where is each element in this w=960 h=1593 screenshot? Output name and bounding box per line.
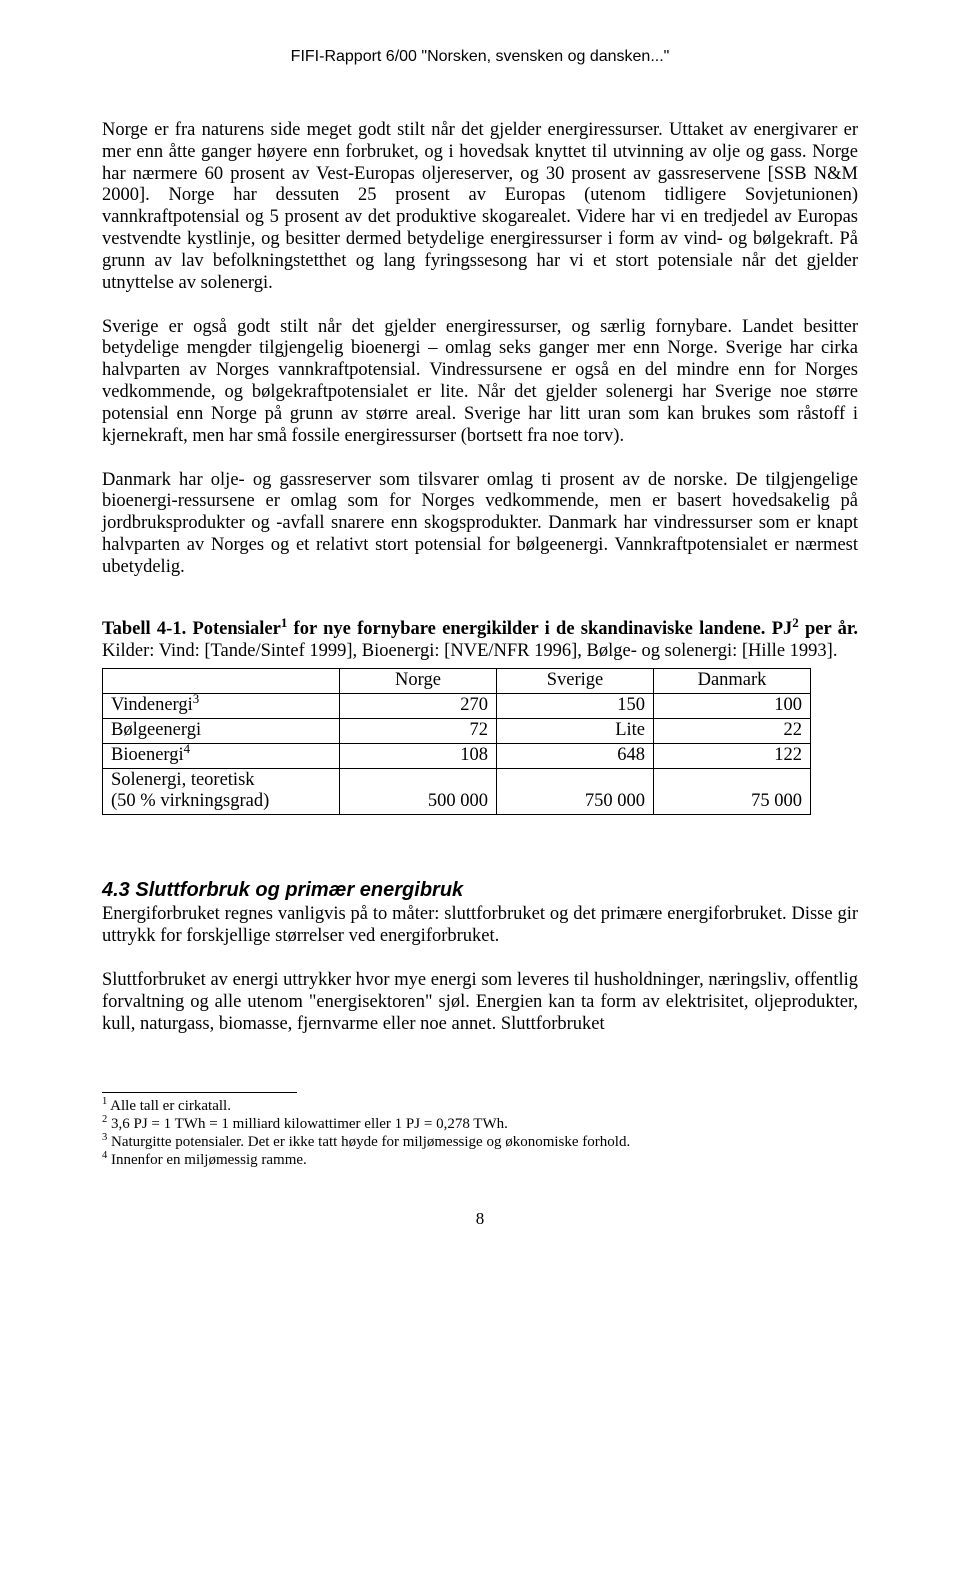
table-cell-label: Vindenergi3 <box>103 694 340 719</box>
footnote: 3 Naturgitte potensialer. Det er ikke ta… <box>102 1133 858 1151</box>
table-cell-label: Solenergi, teoretisk (50 % virkningsgrad… <box>103 769 340 815</box>
table-cell: 122 <box>654 744 811 769</box>
table-cell-label: Bølgeenergi <box>103 719 340 744</box>
table-cell-label: Bioenergi4 <box>103 744 340 769</box>
document-page: FIFI-Rapport 6/00 "Norsken, svensken og … <box>0 0 960 1269</box>
page-number: 8 <box>102 1209 858 1229</box>
table-header-cell: Danmark <box>654 669 811 694</box>
section-heading: 4.3 Sluttforbruk og primær energibruk <box>102 879 858 902</box>
footnote-separator <box>102 1092 297 1093</box>
table-caption: Tabell 4-1. Potensialer1 for nye fornyba… <box>102 619 858 663</box>
page-header: FIFI-Rapport 6/00 "Norsken, svensken og … <box>102 48 858 66</box>
table-cell: 150 <box>497 694 654 719</box>
table-cell: 108 <box>340 744 497 769</box>
table-cell: 648 <box>497 744 654 769</box>
body-paragraph: Energiforbruket regnes vanligvis på to m… <box>102 904 858 948</box>
footnote: 4 Innenfor en miljømessig ramme. <box>102 1151 858 1169</box>
table-row: Vindenergi3 270 150 100 <box>103 694 811 719</box>
caption-bold: Tabell 4-1. Potensialer1 for nye fornyba… <box>102 619 858 639</box>
table-cell: 75 000 <box>654 769 811 815</box>
body-paragraph: Danmark har olje- og gassreserver som ti… <box>102 470 858 579</box>
table-row: Bølgeenergi 72 Lite 22 <box>103 719 811 744</box>
table-cell: 750 000 <box>497 769 654 815</box>
table-header-row: Norge Sverige Danmark <box>103 669 811 694</box>
potentials-table: Norge Sverige Danmark Vindenergi3 270 15… <box>102 668 811 815</box>
table-header-cell: Norge <box>340 669 497 694</box>
table-cell: 500 000 <box>340 769 497 815</box>
body-paragraph: Norge er fra naturens side meget godt st… <box>102 120 858 295</box>
table-row: Solenergi, teoretisk (50 % virkningsgrad… <box>103 769 811 815</box>
table-cell: 100 <box>654 694 811 719</box>
table-row: Bioenergi4 108 648 122 <box>103 744 811 769</box>
table-cell: 22 <box>654 719 811 744</box>
table-header-cell: Sverige <box>497 669 654 694</box>
table-cell: 72 <box>340 719 497 744</box>
table-header-cell <box>103 669 340 694</box>
body-paragraph: Sluttforbruket av energi uttrykker hvor … <box>102 970 858 1035</box>
body-paragraph: Sverige er også godt stilt når det gjeld… <box>102 317 858 448</box>
caption-rest: Kilder: Vind: [Tande/Sintef 1999], Bioen… <box>102 641 837 661</box>
table-cell: 270 <box>340 694 497 719</box>
footnote: 2 3,6 PJ = 1 TWh = 1 milliard kilowattim… <box>102 1115 858 1133</box>
footnote: 1 Alle tall er cirkatall. <box>102 1097 858 1115</box>
table-cell: Lite <box>497 719 654 744</box>
